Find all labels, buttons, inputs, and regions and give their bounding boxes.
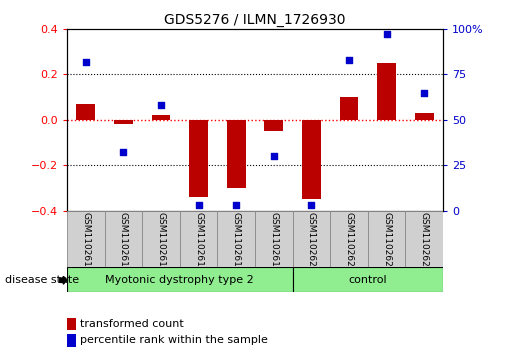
Text: GSM1102617: GSM1102617 <box>194 212 203 273</box>
Bar <box>293 211 330 267</box>
Text: percentile rank within the sample: percentile rank within the sample <box>80 335 268 346</box>
Bar <box>293 267 443 292</box>
Point <box>269 153 278 159</box>
Text: GSM1102614: GSM1102614 <box>81 212 90 273</box>
Bar <box>302 120 321 199</box>
Bar <box>180 211 217 267</box>
Text: GSM1102616: GSM1102616 <box>157 212 165 273</box>
Bar <box>227 120 246 188</box>
Bar <box>330 211 368 267</box>
Bar <box>415 113 434 120</box>
Bar <box>377 63 396 120</box>
Point <box>307 202 315 208</box>
Bar <box>217 211 255 267</box>
Text: GSM1102621: GSM1102621 <box>345 212 353 273</box>
Title: GDS5276 / ILMN_1726930: GDS5276 / ILMN_1726930 <box>164 13 346 26</box>
Point <box>81 59 90 65</box>
Text: Myotonic dystrophy type 2: Myotonic dystrophy type 2 <box>106 274 254 285</box>
Text: GSM1102622: GSM1102622 <box>382 212 391 273</box>
Bar <box>405 211 443 267</box>
Text: GSM1102615: GSM1102615 <box>119 212 128 273</box>
Point <box>195 202 203 208</box>
Point <box>232 202 240 208</box>
Point <box>119 150 128 155</box>
Point <box>382 32 390 37</box>
Bar <box>76 104 95 120</box>
Point <box>157 102 165 108</box>
Bar <box>189 120 208 197</box>
Text: GSM1102620: GSM1102620 <box>307 212 316 273</box>
Text: disease state: disease state <box>5 275 79 285</box>
Bar <box>114 120 133 124</box>
Point <box>420 90 428 95</box>
Text: GSM1102618: GSM1102618 <box>232 212 241 273</box>
Bar <box>368 211 405 267</box>
Bar <box>264 120 283 131</box>
Text: GSM1102619: GSM1102619 <box>269 212 278 273</box>
Bar <box>142 211 180 267</box>
Text: transformed count: transformed count <box>80 319 183 329</box>
Bar <box>67 267 293 292</box>
Bar <box>67 211 105 267</box>
Bar <box>339 97 358 120</box>
Bar <box>105 211 142 267</box>
Point <box>345 57 353 63</box>
Text: control: control <box>348 274 387 285</box>
Bar <box>255 211 293 267</box>
Bar <box>151 115 170 120</box>
Text: GSM1102623: GSM1102623 <box>420 212 428 273</box>
